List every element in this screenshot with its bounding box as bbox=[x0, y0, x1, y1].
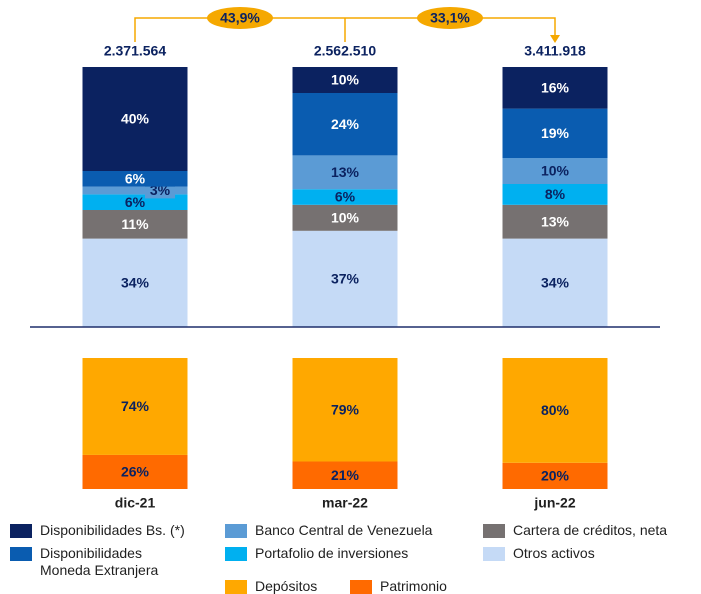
bar-segment bbox=[82, 210, 188, 239]
value-label: 80% bbox=[541, 402, 570, 418]
value-label: 34% bbox=[121, 275, 150, 291]
value-label: 6% bbox=[125, 171, 146, 187]
bar-segment bbox=[502, 67, 608, 109]
legend-swatch bbox=[225, 580, 247, 594]
bar-segment bbox=[502, 462, 608, 489]
bar-segment bbox=[502, 204, 608, 239]
value-label: 8% bbox=[545, 186, 566, 202]
value-label: 74% bbox=[121, 398, 150, 414]
x-tick-label: dic-21 bbox=[115, 495, 156, 511]
legend-item: Depósitos bbox=[225, 578, 317, 594]
value-label: 26% bbox=[121, 464, 150, 480]
legend-label: Disponibilidades Bs. (*) bbox=[40, 522, 185, 538]
value-label: 13% bbox=[331, 164, 360, 180]
value-label: 13% bbox=[541, 213, 570, 229]
legend-swatch bbox=[225, 547, 247, 561]
growth-label: 33,1% bbox=[430, 10, 470, 26]
legend-label: Patrimonio bbox=[380, 578, 447, 594]
value-label: 20% bbox=[541, 468, 570, 484]
total-label: 2.371.564 bbox=[104, 43, 166, 59]
value-label: 10% bbox=[331, 210, 360, 226]
x-tick-label: mar-22 bbox=[322, 495, 368, 511]
bar-segment bbox=[292, 93, 398, 156]
value-label: 19% bbox=[541, 125, 570, 141]
value-label: 6% bbox=[335, 189, 356, 205]
value-label: 11% bbox=[121, 216, 149, 232]
legend-item: Banco Central de Venezuela bbox=[225, 522, 432, 539]
legend-label: Disponibilidades Moneda Extranjera bbox=[40, 545, 159, 578]
bar-segment bbox=[292, 204, 398, 231]
total-label: 3.411.918 bbox=[524, 43, 586, 59]
growth-badge bbox=[417, 7, 483, 29]
value-label: 6% bbox=[125, 194, 146, 210]
value-label: 24% bbox=[331, 116, 360, 132]
legend-swatch bbox=[483, 547, 505, 561]
bar-segment bbox=[292, 461, 398, 489]
growth-badge bbox=[207, 7, 273, 29]
value-label: 10% bbox=[331, 72, 360, 88]
total-label: 2.562.510 bbox=[314, 43, 376, 59]
value-label: 79% bbox=[331, 401, 360, 417]
bar-segment bbox=[82, 238, 188, 327]
bar-segment bbox=[292, 67, 398, 93]
arrow-head bbox=[550, 35, 560, 43]
value-label: 10% bbox=[541, 163, 570, 179]
legend-swatch bbox=[10, 524, 32, 538]
legend-label: Depósitos bbox=[255, 578, 318, 594]
value-label: 37% bbox=[331, 271, 360, 287]
bar-segment bbox=[82, 358, 188, 455]
legend-swatch bbox=[483, 524, 505, 538]
bar-segment bbox=[82, 454, 188, 489]
bar-segment bbox=[502, 108, 608, 158]
legend-item: Patrimonio bbox=[350, 578, 447, 594]
value-label: 40% bbox=[121, 111, 150, 127]
legend-label: Otros activos bbox=[513, 545, 595, 561]
legend-swatch bbox=[10, 547, 32, 561]
bar-segment bbox=[292, 189, 398, 205]
legend-label: Portafolio de inversiones bbox=[255, 545, 409, 561]
value-label: 21% bbox=[331, 467, 360, 483]
x-tick-label: jun-22 bbox=[533, 495, 575, 511]
bar-segment bbox=[502, 358, 608, 463]
legend-item: Cartera de créditos, neta bbox=[483, 522, 667, 539]
bar-segment bbox=[292, 230, 398, 327]
legend-item: Disponibilidades Bs. (*) bbox=[10, 522, 185, 539]
value-label: 16% bbox=[541, 80, 570, 96]
legend-label: Banco Central de Venezuela bbox=[255, 522, 433, 538]
value-label: 34% bbox=[541, 275, 570, 291]
bar-segment bbox=[292, 358, 398, 462]
bar-segment bbox=[82, 67, 188, 171]
legend-item: Portafolio de inversiones bbox=[225, 545, 408, 562]
legend-item: Disponibilidades Moneda Extranjera bbox=[10, 545, 190, 579]
legend-swatch bbox=[225, 524, 247, 538]
legend-item: Otros activos bbox=[483, 545, 595, 562]
bar-segment bbox=[82, 171, 188, 187]
bar-segment bbox=[292, 155, 398, 190]
bar-segment bbox=[502, 238, 608, 327]
bar-segment bbox=[502, 184, 608, 205]
bar-segment bbox=[82, 186, 188, 195]
legend-swatch bbox=[350, 580, 372, 594]
growth-label: 43,9% bbox=[220, 10, 260, 26]
bar-segment bbox=[502, 158, 608, 184]
legend-label: Cartera de créditos, neta bbox=[513, 522, 668, 538]
